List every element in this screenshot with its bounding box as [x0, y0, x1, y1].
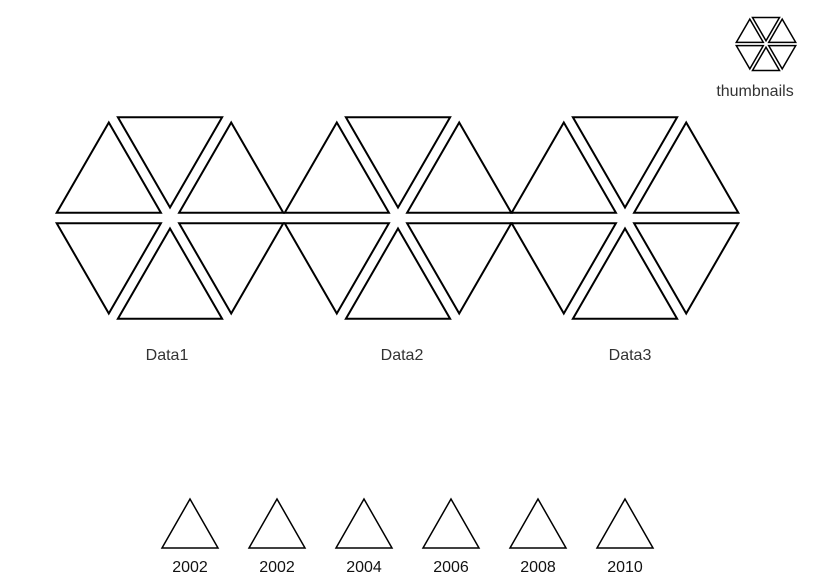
data3-triangle-3[interactable] — [509, 120, 618, 214]
data2-triangle-6[interactable] — [405, 222, 514, 316]
data3-triangle-5[interactable] — [571, 226, 679, 320]
data3-triangle-2[interactable] — [571, 116, 679, 210]
data3-triangle-6[interactable] — [632, 222, 741, 316]
data1-triangle-6[interactable] — [177, 222, 286, 316]
thumb-triangle-5[interactable] — [751, 45, 781, 72]
thumb-triangle-4[interactable] — [734, 44, 765, 71]
hexagon-data1[interactable] — [54, 116, 286, 320]
dataset-label-2: Data2 — [380, 347, 424, 364]
data3-triangle-1[interactable] — [632, 120, 741, 214]
dataset-label-3: Data3 — [608, 347, 652, 364]
data2-triangle-5[interactable] — [344, 226, 452, 320]
data1-triangle-3[interactable] — [54, 120, 163, 214]
year-label-5: 2008 — [520, 559, 556, 576]
data1-triangle-4[interactable] — [54, 222, 163, 316]
year-triangle-3[interactable] — [334, 497, 394, 549]
thumbnails-label[interactable]: thumbnails — [716, 83, 794, 100]
year-triangle-6[interactable] — [595, 497, 655, 549]
year-triangle-2[interactable] — [247, 497, 307, 549]
thumb-triangle-1[interactable] — [767, 17, 798, 44]
year-triangles — [160, 497, 655, 549]
thumb-triangle-3[interactable] — [734, 17, 765, 44]
dataset-label-1: Data1 — [145, 347, 189, 364]
hexagon-triangles-icon[interactable] — [734, 16, 798, 72]
data2-triangle-3[interactable] — [282, 120, 391, 214]
data2-triangle-1[interactable] — [405, 120, 514, 214]
hexagon-data2[interactable] — [282, 116, 514, 320]
data3-triangle-4[interactable] — [509, 222, 618, 316]
year-label-6: 2010 — [607, 559, 643, 576]
data2-triangle-4[interactable] — [282, 222, 391, 316]
data1-triangle-1[interactable] — [177, 120, 286, 214]
hexagon-data3[interactable] — [509, 116, 741, 320]
year-label-4: 2006 — [433, 559, 469, 576]
year-triangle-4[interactable] — [421, 497, 481, 549]
hexagon-groups — [54, 116, 741, 320]
data1-triangle-5[interactable] — [116, 226, 224, 320]
data2-triangle-2[interactable] — [344, 116, 452, 210]
year-label-1: 2002 — [172, 559, 208, 576]
thumb-triangle-2[interactable] — [751, 16, 781, 43]
data1-triangle-2[interactable] — [116, 116, 224, 210]
year-triangle-1[interactable] — [160, 497, 220, 549]
year-triangle-5[interactable] — [508, 497, 568, 549]
year-label-3: 2004 — [346, 559, 382, 576]
year-label-2: 2002 — [259, 559, 295, 576]
thumb-triangle-6[interactable] — [767, 44, 798, 71]
